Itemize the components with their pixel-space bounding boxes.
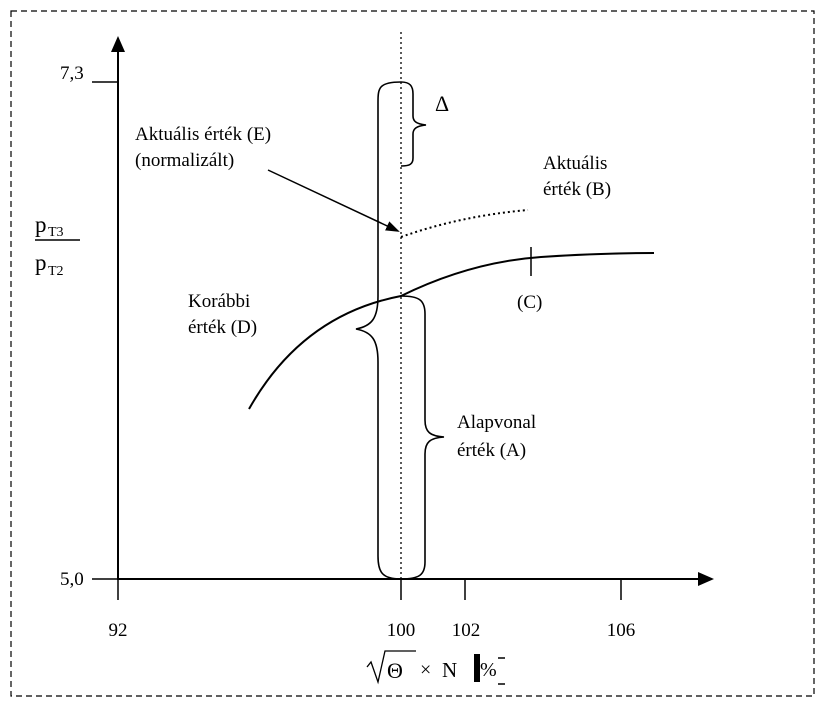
x-label-n: N — [442, 658, 457, 682]
x-axis-label: Θ × N % — [366, 650, 505, 685]
previous-value-curve — [248, 252, 655, 410]
y-label-denominator-p: p — [35, 250, 47, 275]
total-brace — [355, 81, 402, 580]
y-label-numerator-p: p — [35, 212, 47, 237]
y-label-denominator-subscript: T2 — [48, 264, 64, 279]
page-frame — [10, 10, 815, 697]
sqrt-sign — [366, 650, 416, 685]
actual-e-pointer-arrow — [267, 169, 400, 232]
previous-d-label-line1: Korábbi — [188, 291, 250, 312]
x-tick-label-102: 102 — [452, 620, 481, 641]
baseline-a-label-line1: Alapvonal — [457, 412, 536, 433]
baseline-brace — [400, 295, 445, 580]
x-label-percent: % — [480, 659, 497, 681]
actual-e-label-line2: (normalizált) — [135, 150, 234, 171]
y-tick-label-top: 7,3 — [60, 63, 84, 84]
y-axis-label: p T3 p T2 — [35, 212, 80, 279]
x-tick-label-106: 106 — [607, 620, 636, 641]
x-axis-arrowhead — [698, 572, 714, 586]
delta-brace — [400, 81, 427, 167]
x-label-times: × — [420, 659, 431, 681]
actual-b-label-line2: érték (B) — [543, 179, 611, 200]
y-axis-arrowhead — [111, 36, 125, 52]
x-tick-label-92: 92 — [109, 620, 128, 641]
actual-b-label-line1: Aktuális — [543, 153, 607, 174]
point-c-label: (C) — [517, 292, 542, 313]
y-label-numerator-subscript: T3 — [48, 225, 64, 240]
delta-label: Δ — [435, 91, 449, 116]
x-tick-label-100: 100 — [387, 620, 416, 641]
y-tick-label-bottom: 5,0 — [60, 569, 84, 590]
baseline-a-label-line2: érték (A) — [457, 440, 526, 461]
unit-bracket-bar — [474, 654, 480, 682]
actual-value-curve — [400, 209, 529, 238]
x-label-theta: Θ — [387, 658, 403, 683]
actual-e-label-line1: Aktuális érték (E) — [135, 124, 271, 145]
previous-d-label-line2: érték (D) — [188, 317, 257, 338]
